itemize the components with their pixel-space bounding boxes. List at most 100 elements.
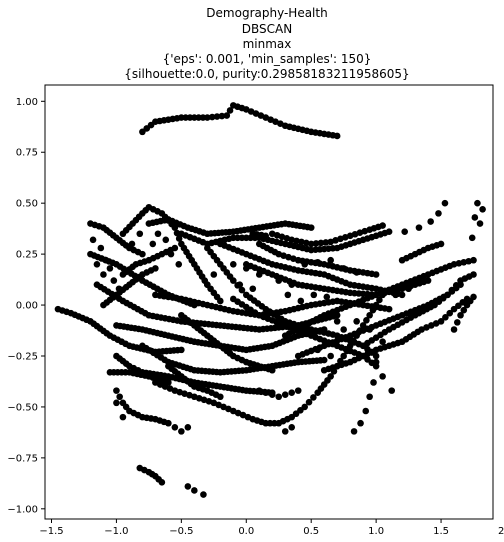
data-point [314, 346, 322, 354]
data-point [102, 256, 110, 264]
data-point [162, 236, 170, 244]
data-point [340, 265, 347, 272]
data-point [370, 379, 377, 386]
data-point [442, 313, 449, 321]
data-point [154, 230, 162, 238]
chart-title: Demography-Health DBSCAN minmax {'eps': … [124, 6, 409, 81]
data-point [175, 261, 183, 268]
data-point [301, 261, 309, 268]
data-point [476, 220, 484, 227]
data-point [167, 250, 175, 258]
data-point [427, 218, 434, 225]
data-point [376, 296, 383, 304]
data-point [333, 132, 341, 140]
data-point [350, 428, 358, 435]
data-point [424, 277, 432, 284]
data-point [327, 256, 334, 264]
data-point [200, 491, 207, 498]
data-point [152, 265, 159, 272]
data-point [113, 387, 120, 394]
data-point [281, 428, 289, 435]
data-point [379, 373, 386, 380]
data-point [392, 291, 399, 299]
data-point [312, 240, 320, 247]
data-point [204, 281, 211, 288]
data-point [184, 483, 192, 490]
data-point [297, 297, 305, 305]
x-tick-label: −1.0 [104, 526, 128, 537]
data-point [223, 112, 231, 119]
data-point [385, 228, 393, 235]
data-point [184, 424, 192, 431]
data-point [128, 240, 136, 248]
data-point [218, 112, 226, 120]
data-point [208, 113, 216, 121]
data-point [405, 285, 412, 293]
data-point [353, 269, 360, 276]
data-point [310, 291, 318, 299]
y-tick-label: 1.00 [16, 97, 38, 108]
data-point [178, 346, 185, 354]
data-point [171, 424, 179, 431]
data-point [307, 240, 315, 248]
data-point [139, 250, 146, 258]
data-point [89, 236, 97, 244]
x-tick-label: 2.0 [498, 526, 504, 537]
y-tick-label: 0.25 [16, 250, 38, 261]
data-point [236, 281, 244, 288]
data-point [288, 424, 296, 431]
data-point [379, 338, 386, 346]
data-point [441, 199, 449, 207]
y-tick-label: −1.00 [7, 504, 38, 515]
data-point [310, 394, 317, 401]
data-point [446, 309, 454, 317]
x-axis: −1.5 −1.0 −0.5 0.0 0.5 1.0 1.5 2.0 [39, 519, 504, 537]
data-point [93, 261, 101, 268]
data-point [468, 234, 476, 242]
y-axis: −1.00 −0.75 −0.50 −0.25 0.00 0.25 0.50 0.75 1.00 [7, 97, 45, 515]
data-point [450, 326, 458, 333]
data-point [307, 224, 315, 231]
data-point [479, 205, 486, 213]
data-point [116, 393, 123, 401]
data-point [327, 373, 334, 380]
data-point [275, 393, 283, 401]
data-point [474, 199, 481, 207]
data-point [353, 318, 360, 325]
data-point [255, 387, 263, 394]
data-point [110, 277, 118, 284]
x-tick-label: 1.5 [433, 526, 449, 537]
y-tick-label: 0.50 [16, 199, 38, 210]
x-tick-label: 0.0 [238, 526, 254, 537]
y-tick-label: 0.75 [16, 148, 38, 159]
data-point [453, 319, 461, 326]
data-point [171, 244, 179, 252]
data-point [284, 291, 292, 299]
data-point [229, 277, 237, 284]
data-point [229, 261, 237, 268]
data-point [323, 293, 331, 301]
data-point [136, 230, 144, 238]
data-point [388, 387, 396, 394]
data-point [470, 293, 477, 301]
data-point [268, 366, 276, 374]
data-point [314, 258, 322, 266]
data-point [204, 114, 211, 121]
data-point [113, 399, 120, 407]
data-point [262, 232, 270, 240]
data-point [366, 311, 373, 319]
data-point [288, 281, 296, 288]
data-point [255, 271, 263, 278]
data-point [322, 239, 330, 246]
data-point [340, 326, 347, 333]
data-point [119, 413, 127, 421]
data-point [165, 419, 172, 427]
data-point [158, 479, 166, 486]
data-point [372, 352, 380, 360]
data-point [362, 407, 370, 415]
data-point [435, 210, 442, 217]
x-tick-label: 0.5 [303, 526, 319, 537]
title-line: Demography-Health [206, 6, 327, 20]
title-line: DBSCAN [242, 22, 292, 36]
